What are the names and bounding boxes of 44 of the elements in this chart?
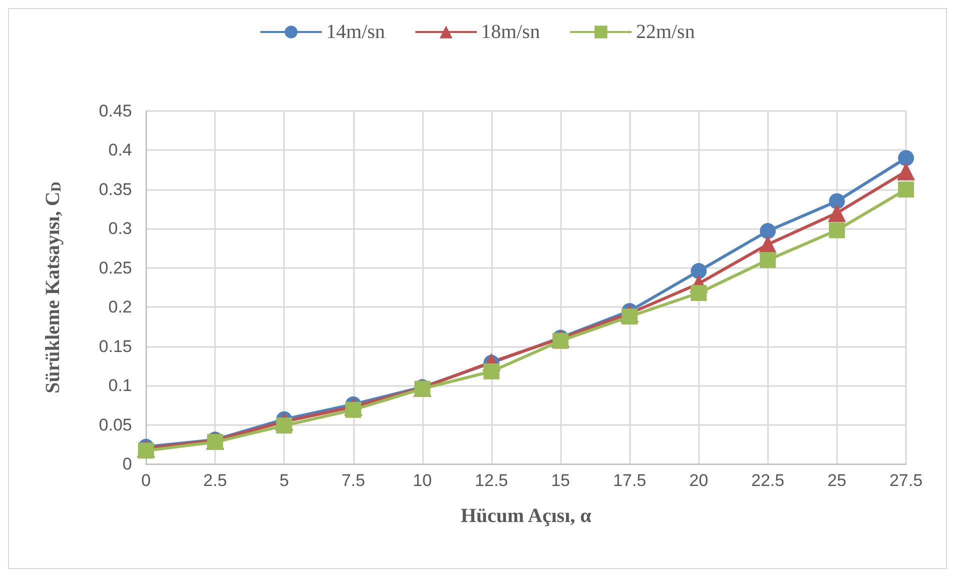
x-tick-label: 5 bbox=[279, 471, 289, 490]
point bbox=[622, 308, 638, 325]
y-tick-label: 0.25 bbox=[98, 258, 132, 278]
y-tick-label: 0.3 bbox=[108, 219, 132, 238]
point bbox=[207, 434, 224, 450]
x-tick-label: 22.5 bbox=[751, 471, 784, 490]
point bbox=[690, 284, 707, 301]
x-tick-label: 27.5 bbox=[889, 471, 923, 490]
point bbox=[276, 418, 292, 434]
y-tick-label: 0.2 bbox=[108, 298, 132, 317]
legend-label: 14m/sn bbox=[326, 21, 386, 43]
legend-label: 18m/sn bbox=[481, 21, 540, 43]
point bbox=[828, 222, 845, 238]
x-axis-title: Hücum Açısı, α bbox=[460, 505, 592, 527]
point bbox=[897, 162, 915, 180]
point bbox=[552, 332, 569, 349]
x-tick-label: 2.5 bbox=[203, 471, 227, 490]
x-tick-label: 20 bbox=[689, 471, 708, 490]
x-tick-label: 17.5 bbox=[613, 471, 646, 490]
point bbox=[483, 363, 500, 380]
point bbox=[760, 252, 776, 268]
point bbox=[760, 223, 776, 240]
y-tick-label: 0 bbox=[122, 454, 132, 474]
x-tick-label: 7.5 bbox=[341, 471, 366, 490]
y-tick-label: 0.45 bbox=[98, 102, 132, 120]
y-tick-label: 0.05 bbox=[98, 415, 132, 434]
x-tick-label: 25 bbox=[827, 471, 846, 490]
point bbox=[898, 181, 914, 198]
x-tick-label: 15 bbox=[551, 471, 570, 490]
x-tick-label: 12.5 bbox=[474, 471, 508, 490]
x-tick-label: 0 bbox=[141, 471, 151, 490]
y-tick-label: 0.15 bbox=[98, 336, 132, 356]
y-tick-label: 0.35 bbox=[98, 180, 132, 199]
point bbox=[828, 193, 845, 210]
y-axis-title: Sürükleme Katsayısı, CD bbox=[42, 182, 64, 394]
point bbox=[828, 204, 846, 222]
y-tick-label: 0.4 bbox=[108, 140, 132, 160]
point bbox=[138, 442, 154, 459]
y-tick-label: 0.1 bbox=[108, 376, 132, 396]
x-tick-label: 10 bbox=[412, 471, 432, 490]
point bbox=[898, 150, 914, 166]
legend-label: 22m/sn bbox=[636, 21, 695, 43]
point bbox=[345, 402, 362, 418]
point bbox=[690, 263, 707, 280]
